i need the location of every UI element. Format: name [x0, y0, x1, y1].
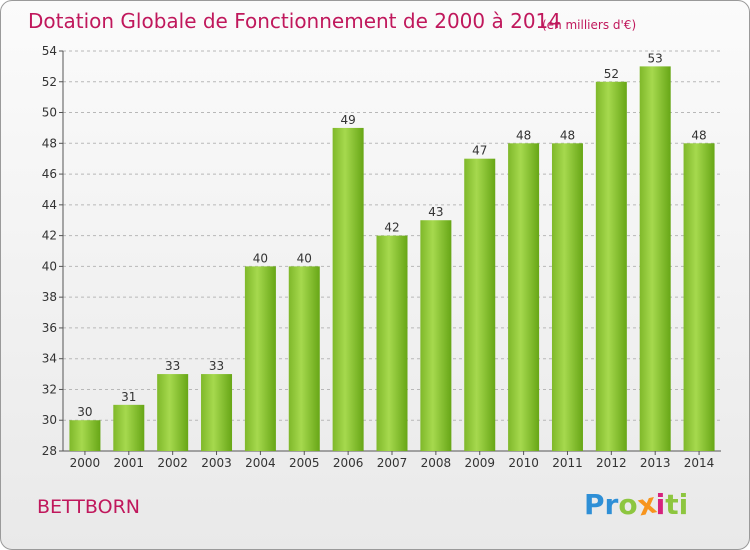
- y-tick-label: 34: [42, 352, 57, 366]
- chart-subtitle: (en milliers d'€): [542, 18, 637, 32]
- x-tick-label: 2013: [640, 456, 671, 470]
- logo-letter: i: [655, 488, 666, 521]
- data-label: 33: [165, 359, 180, 373]
- bar-2002: [157, 374, 189, 451]
- x-tick-label: 2005: [289, 456, 320, 470]
- x-tick-label: 2010: [508, 456, 539, 470]
- proxiti-logo: Proxiti: [584, 486, 689, 522]
- bar-2013: [639, 66, 671, 451]
- x-tick-label: 2008: [421, 456, 452, 470]
- data-label: 42: [384, 221, 399, 235]
- bar-2003: [201, 374, 233, 451]
- data-label: 49: [340, 113, 355, 127]
- y-tick-label: 30: [42, 413, 57, 427]
- x-tick-label: 2002: [157, 456, 188, 470]
- data-label: 43: [428, 205, 443, 219]
- y-tick-label: 46: [42, 167, 57, 181]
- bar-2012: [595, 81, 627, 452]
- data-label: 30: [77, 405, 92, 419]
- bar-2009: [464, 158, 496, 451]
- bar-2010: [508, 143, 540, 452]
- y-tick-label: 48: [42, 136, 57, 150]
- bar-2007: [376, 235, 408, 451]
- data-label: 31: [121, 390, 136, 404]
- x-tick-label: 2003: [201, 456, 232, 470]
- x-tick-label: 2012: [596, 456, 627, 470]
- data-label: 48: [560, 128, 575, 142]
- y-tick-label: 54: [42, 44, 57, 58]
- x-tick-label: 2009: [464, 456, 495, 470]
- logo-letter: P: [584, 488, 605, 521]
- x-tick-label: 2011: [552, 456, 583, 470]
- logo-letter: t: [665, 488, 679, 521]
- bar-2005: [288, 266, 320, 451]
- logo-letter: r: [604, 488, 619, 521]
- bar-2011: [551, 143, 583, 452]
- bar-2014: [683, 143, 715, 452]
- data-label: 33: [209, 359, 224, 373]
- data-label: 52: [604, 67, 619, 81]
- y-tick-label: 50: [42, 106, 57, 120]
- x-tick-label: 2001: [114, 456, 145, 470]
- x-tick-label: 2000: [70, 456, 101, 470]
- data-label: 47: [472, 144, 487, 158]
- y-tick-label: 52: [42, 75, 57, 89]
- bar-2006: [332, 127, 364, 451]
- bar-2004: [244, 266, 276, 451]
- logo-letter: o: [618, 488, 638, 521]
- bar-2008: [420, 220, 452, 451]
- x-tick-label: 2014: [684, 456, 715, 470]
- x-tick-label: 2006: [333, 456, 364, 470]
- logo-letter: i: [678, 488, 689, 521]
- data-label: 48: [516, 128, 531, 142]
- y-tick-label: 38: [42, 290, 57, 304]
- data-label: 40: [253, 251, 268, 265]
- place-name: BETTBORN: [37, 496, 140, 518]
- x-tick-label: 2007: [377, 456, 408, 470]
- bars: [69, 66, 715, 452]
- y-tick-label: 36: [42, 321, 57, 335]
- data-label: 53: [648, 51, 663, 65]
- x-tick-label: 2004: [245, 456, 276, 470]
- bar-2001: [113, 404, 145, 451]
- y-tick-label: 44: [42, 198, 57, 212]
- y-tick-label: 40: [42, 259, 57, 273]
- y-tick-label: 42: [42, 229, 57, 243]
- data-label: 40: [297, 251, 312, 265]
- y-tick-label: 32: [42, 382, 57, 396]
- labels: 28 30 32 34 36 38 40 42 44 46 48 50 52 54 2000 30 2001 31…: [42, 44, 715, 470]
- data-label: 48: [691, 128, 706, 142]
- y-tick-label: 28: [42, 444, 57, 458]
- bar-2000: [69, 420, 101, 451]
- chart-title: Dotation Globale de Fonctionnement de 20…: [28, 9, 561, 33]
